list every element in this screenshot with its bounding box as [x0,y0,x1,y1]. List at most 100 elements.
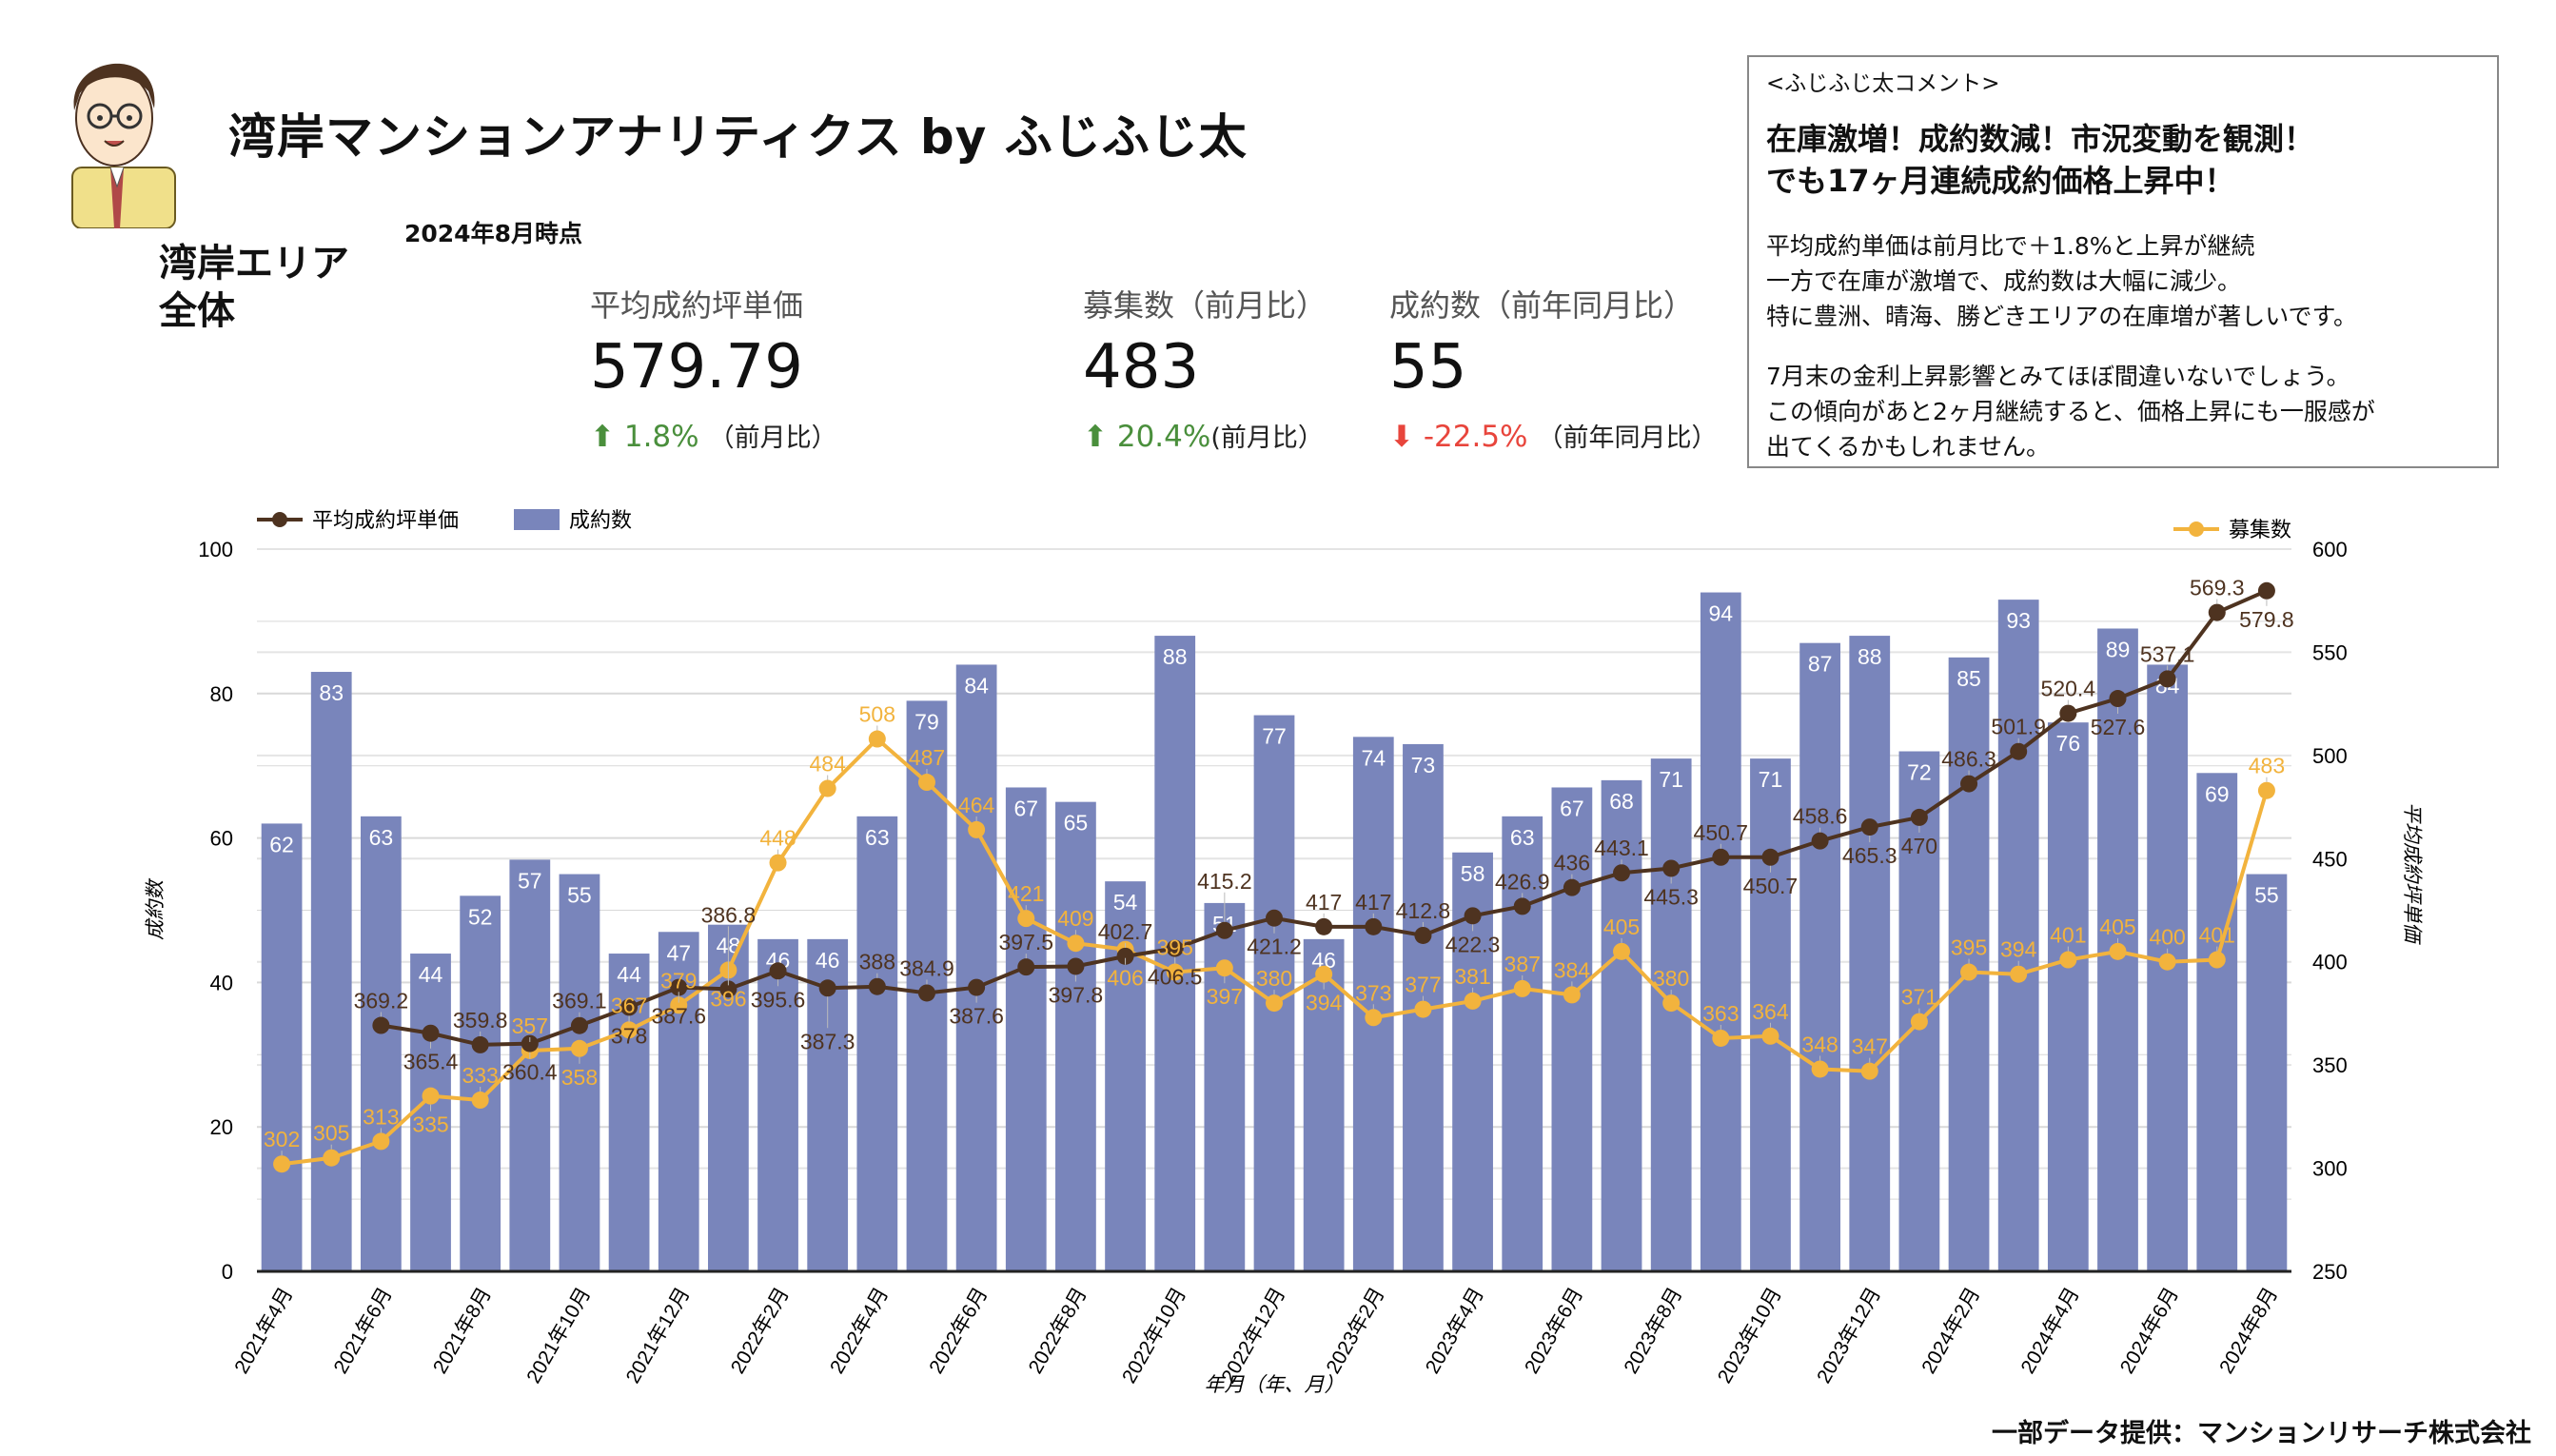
data-label: 386.8 [701,902,757,927]
data-label: 378 [611,1023,647,1048]
legend-price-label: 平均成約坪単価 [312,508,459,532]
data-point [1464,907,1482,925]
bar [1551,787,1593,1271]
data-label: 486.3 [1941,747,1996,772]
y-left-tick-label: 0 [222,1260,233,1284]
data-label: 421.2 [1247,935,1302,959]
page-title: 湾岸マンションアナリティクス by ふじふじ太 [228,109,1248,165]
data-point [1513,897,1531,915]
comment-headline-2: でも17ヶ月連続成約価格上昇中！ [1766,163,2235,199]
data-label: 369.1 [552,989,607,1013]
data-point [968,978,986,996]
data-point [2010,965,2028,983]
data-point [1116,947,1134,965]
data-point [1414,926,1432,944]
bar-label: 52 [468,904,493,929]
data-label: 458.6 [1793,804,1848,829]
data-label: 384 [1554,957,1591,982]
bar [1204,902,1246,1271]
data-label: 305 [313,1121,349,1146]
bar-label: 83 [319,680,344,705]
bar [1055,801,1096,1271]
data-label: 394 [2000,937,2037,962]
bar-label: 58 [1461,861,1485,886]
data-label: 483 [2249,754,2285,778]
data-label: 520.4 [2041,677,2096,701]
bar-label: 65 [1064,811,1089,836]
data-point [1513,979,1531,997]
data-label: 395 [1157,935,1193,960]
data-label: 384.9 [899,955,954,980]
data-label: 405 [2099,915,2135,939]
data-label: 360.4 [502,1060,558,1085]
bar-label: 74 [1361,745,1386,770]
x-tick-label: 2023年10月 [1714,1284,1786,1387]
data-label: 470 [1901,834,1937,858]
bar-label: 67 [1013,796,1038,820]
bar [1502,816,1543,1271]
data-point [1662,859,1681,877]
data-label: 369.2 [354,989,409,1013]
data-label: 450.7 [1694,820,1749,845]
x-tick-label: 2023年4月 [1422,1284,1488,1377]
arrow-up-icon: ⬆ [1083,420,1108,454]
data-label: 465.3 [1842,843,1897,868]
data-point [1315,965,1333,983]
data-point [471,1035,489,1053]
data-point [273,1155,291,1173]
data-label: 537.1 [2140,641,2195,666]
data-label: 406.5 [1148,965,1203,990]
data-label: 387.3 [800,1029,855,1053]
y-left-tick-label: 80 [210,682,233,706]
x-tick-label: 2021年8月 [429,1284,496,1377]
legend-bars-label: 成約数 [569,508,632,532]
data-point [1414,1000,1432,1018]
bar-label: 79 [914,709,939,734]
bar-label: 44 [419,962,443,987]
data-label: 359.8 [453,1008,508,1033]
data-label: 373 [1355,980,1391,1005]
kpi-change-note: (前月比） [1210,423,1324,453]
data-label: 387 [1504,952,1541,976]
data-label: 387.6 [651,1004,706,1029]
kpi-label: 成約数（前年同月比） [1389,287,1695,324]
data-label: 464 [958,793,995,817]
data-label: 397.5 [998,930,1053,954]
x-tick-label: 2023年2月 [1323,1284,1389,1377]
bar [757,938,798,1271]
bar [559,874,600,1271]
y-left-tick-label: 20 [210,1115,233,1139]
data-point [570,1039,588,1057]
bar-label: 62 [269,832,294,856]
kpi-contracts: 成約数（前年同月比） 55 ⬇ -22.5% （前年同月比） [1389,282,1718,454]
data-label: 358 [561,1065,598,1090]
data-label: 396 [710,986,746,1011]
data-label: 436 [1554,851,1590,876]
bar [1750,758,1791,1271]
kpi-label: 平均成約坪単価 [590,287,804,324]
data-label: 388 [859,950,895,974]
x-tick-label: 2023年6月 [1521,1284,1587,1377]
bar [955,664,997,1271]
legend-bars-swatch [514,509,560,530]
data-label: 381 [1454,964,1490,989]
data-point [1215,921,1233,939]
data-point [2059,704,2077,722]
data-point [1712,848,1730,866]
data-label: 397 [1207,984,1243,1009]
bar [2196,773,2238,1271]
bar-label: 47 [666,940,691,965]
data-point [1761,1027,1779,1045]
data-label: 365.4 [403,1050,459,1074]
data-point [2208,951,2226,969]
data-point [2257,781,2275,799]
data-label: 501.9 [1991,715,2046,739]
data-label: 357 [512,1013,548,1038]
data-point [1613,942,1631,960]
comment-paragraph-1: 平均成約単価は前月比で＋1.8%と上昇が継続 一方で在庫が激増で、成約数は大幅に… [1766,232,2358,330]
as-of-date: 2024年8月時点 [404,220,582,247]
data-label: 363 [1702,1001,1739,1026]
bar-label: 87 [1808,652,1833,677]
bar-label: 55 [567,883,592,908]
